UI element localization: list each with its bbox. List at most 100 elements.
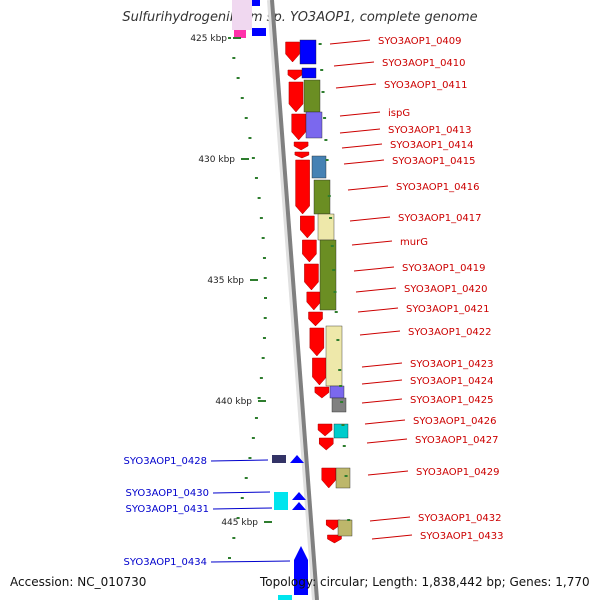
gene-leader-line xyxy=(361,379,403,385)
reverse-gene[interactable] xyxy=(290,455,304,463)
gene-leader-line xyxy=(347,185,389,191)
feature-block[interactable] xyxy=(333,423,349,439)
feature-block[interactable] xyxy=(299,39,317,65)
ruler-tick-label: 430 kbp xyxy=(198,155,235,165)
gene-leader-line xyxy=(341,143,383,149)
forward-gene-arrow[interactable] xyxy=(321,467,337,489)
feature-block[interactable] xyxy=(313,179,331,215)
forward-gene-arrow[interactable] xyxy=(308,311,323,327)
genome-title: Sulfurihydrogenibium sp. YO3AOP1, comple… xyxy=(122,10,478,25)
gene-label[interactable]: SYO3AOP1_0426 xyxy=(413,416,497,427)
reverse-gene[interactable] xyxy=(292,492,306,500)
gene-label-reverse[interactable]: SYO3AOP1_0428 xyxy=(123,456,207,467)
feature-block[interactable] xyxy=(335,467,351,489)
gene-label[interactable]: SYO3AOP1_0410 xyxy=(382,58,466,69)
ruler-tick-label: 440 kbp xyxy=(215,397,252,407)
gene-leader-line-reverse xyxy=(210,560,291,563)
gene-label[interactable]: SYO3AOP1_0422 xyxy=(408,327,492,338)
gene-label[interactable]: SYO3AOP1_0433 xyxy=(420,531,504,542)
forward-gene-arrow[interactable] xyxy=(291,113,306,141)
forward-gene-arrow[interactable] xyxy=(304,263,319,291)
gene-label[interactable]: SYO3AOP1_0420 xyxy=(404,284,488,295)
ruler-tick-label: 435 kbp xyxy=(207,276,244,286)
gene-leader-line xyxy=(339,111,381,117)
forward-gene-arrow[interactable] xyxy=(293,141,309,151)
gene-label-reverse[interactable]: SYO3AOP1_0434 xyxy=(123,557,207,568)
gene-label[interactable]: SYO3AOP1_0423 xyxy=(410,359,494,370)
gene-label[interactable]: SYO3AOP1_0425 xyxy=(410,395,494,406)
gene-label[interactable]: SYO3AOP1_0427 xyxy=(415,435,499,446)
top-gene-fragment[interactable] xyxy=(248,0,260,6)
top-gene-blue[interactable] xyxy=(252,28,266,36)
forward-gene-arrow[interactable] xyxy=(294,151,310,159)
forward-gene-arrow[interactable] xyxy=(285,41,300,63)
forward-gene-arrow[interactable] xyxy=(302,239,317,263)
feature-block[interactable] xyxy=(319,239,337,311)
gene-label[interactable]: SYO3AOP1_0411 xyxy=(384,80,468,91)
ruler-tick-label: 425 kbp xyxy=(190,34,227,44)
forward-gene-arrow[interactable] xyxy=(309,327,325,357)
feature-block[interactable] xyxy=(301,67,317,79)
forward-gene-arrow[interactable] xyxy=(318,437,334,451)
gene-leader-line xyxy=(339,128,381,134)
topology-text: Topology: circular; Length: 1,838,442 bp… xyxy=(260,575,590,589)
gene-label[interactable]: murG xyxy=(400,237,428,248)
gene-label[interactable]: SYO3AOP1_0415 xyxy=(392,156,476,167)
forward-gene-arrow[interactable] xyxy=(306,291,322,311)
genome-backbone xyxy=(270,0,319,600)
gene-label[interactable]: SYO3AOP1_0409 xyxy=(378,36,462,47)
gene-leader-line xyxy=(353,266,395,272)
reverse-gene[interactable] xyxy=(272,455,286,463)
gene-label[interactable]: SYO3AOP1_0429 xyxy=(416,467,500,478)
gene-leader-line xyxy=(366,438,408,444)
reverse-gene[interactable] xyxy=(274,492,288,510)
gene-leader-line xyxy=(335,83,377,89)
gene-label[interactable]: SYO3AOP1_0414 xyxy=(390,140,474,151)
gene-label[interactable]: ispG xyxy=(388,108,410,119)
forward-gene-arrow[interactable] xyxy=(327,534,342,544)
gene-leader-line xyxy=(361,362,403,368)
feature-block[interactable] xyxy=(337,519,353,537)
gene-label[interactable]: SYO3AOP1_0424 xyxy=(410,376,494,387)
gene-leader-line xyxy=(329,39,371,45)
gene-leader-line xyxy=(361,398,403,404)
gene-label[interactable]: SYO3AOP1_0417 xyxy=(398,213,482,224)
forward-gene-arrow[interactable] xyxy=(312,357,327,386)
gene-leader-line xyxy=(364,419,406,425)
forward-gene-arrow[interactable] xyxy=(314,386,330,399)
forward-gene-arrow[interactable] xyxy=(287,69,303,81)
accession-text: Accession: NC_010730 xyxy=(10,575,147,589)
forward-gene-arrow[interactable] xyxy=(288,81,304,113)
feature-block[interactable] xyxy=(331,397,347,413)
gene-leader-line xyxy=(357,307,399,313)
gene-label[interactable]: SYO3AOP1_0432 xyxy=(418,513,502,524)
gene-label-reverse[interactable]: SYO3AOP1_0431 xyxy=(125,504,209,515)
reverse-gene[interactable] xyxy=(292,502,306,510)
reverse-gene[interactable] xyxy=(278,595,292,600)
gene-leader-line xyxy=(369,516,411,522)
feature-block[interactable] xyxy=(329,385,345,399)
forward-gene-arrow[interactable] xyxy=(317,423,333,437)
feature-block[interactable] xyxy=(303,79,321,113)
gene-leader-line xyxy=(367,470,409,476)
gene-label[interactable]: SYO3AOP1_0421 xyxy=(406,304,490,315)
feature-block[interactable] xyxy=(305,111,323,139)
top-gene-pink[interactable] xyxy=(234,30,246,38)
gene-label[interactable]: SYO3AOP1_0416 xyxy=(396,182,480,193)
gene-leader-line xyxy=(371,534,413,540)
gene-label[interactable]: SYO3AOP1_0413 xyxy=(388,125,472,136)
ruler-tick-label: 445 kbp xyxy=(221,518,258,528)
gene-label-reverse[interactable]: SYO3AOP1_0430 xyxy=(125,488,209,499)
feature-block[interactable] xyxy=(325,325,343,387)
gene-leader-line xyxy=(351,240,393,246)
reverse-gene[interactable] xyxy=(294,546,308,595)
gene-leader-line-reverse xyxy=(210,459,269,462)
gene-leader-line xyxy=(343,159,385,165)
feature-block[interactable] xyxy=(311,155,327,179)
forward-gene-arrow[interactable] xyxy=(300,215,315,239)
gene-leader-line xyxy=(359,330,401,336)
gene-label[interactable]: SYO3AOP1_0419 xyxy=(402,263,486,274)
gene-leader-line xyxy=(355,287,397,293)
forward-gene-arrow[interactable] xyxy=(295,159,310,215)
